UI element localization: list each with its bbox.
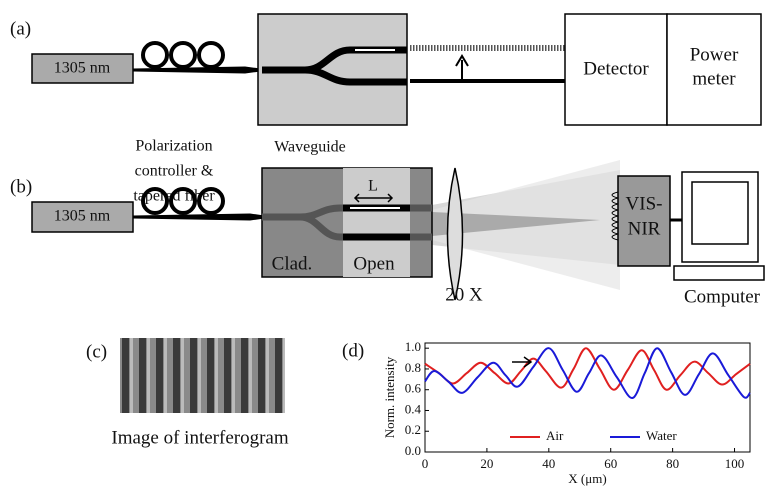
panel-label: (a) [10,18,31,39]
switch-arrow [456,56,468,80]
detector-label: Detector [583,58,649,79]
panel-label: (c) [86,341,107,362]
panel-label: (d) [342,340,364,361]
y-tick-label: 0.0 [405,443,421,458]
panel-label: (b) [10,176,32,197]
objective-lens [448,168,463,300]
fiber [133,68,260,72]
fiber-loops [143,43,223,67]
meter-label: meter [692,68,736,89]
computer-label: Computer [684,286,761,307]
y-tick-label: 1.0 [405,339,421,354]
clad-label: Clad. [272,253,313,274]
laser-label: 1305 nm [54,208,111,225]
y-tick-label: 0.4 [405,401,422,416]
laser-label: 1305 nm [54,60,111,77]
y-tick-label: 0.2 [405,422,421,437]
camera-label: NIR [628,218,661,239]
x-tick-label: 60 [604,456,617,471]
figure: (a) 1305 nm Polarization controller & ta… [0,0,769,488]
panel-b: (b) 1305 nm L Clad. Open 20 X VIS- NIR C… [10,160,764,307]
y-tick-label: 0.6 [405,381,422,396]
data-line [425,348,750,398]
x-tick-label: 80 [666,456,679,471]
computer-base [674,266,764,280]
screen [692,182,748,244]
open-label: Open [353,253,395,274]
x-tick-label: 0 [422,456,429,471]
meter-label: Power [690,44,739,65]
waveguide-label: Waveguide [274,139,346,156]
controller-label: Polarization [135,138,212,155]
annotation-arrow [512,357,531,367]
legend-label: Water [646,428,677,443]
x-tick-label: 40 [542,456,555,471]
x-tick-label: 100 [725,456,745,471]
objective-label: 20 X [445,284,483,305]
legend-label: Air [546,428,564,443]
panel-d: (d) 0.0 0.2 0.4 0.6 0.8 1.0 0 20 40 60 80 100 X (μm)… [342,339,750,486]
x-tick-label: 20 [480,456,493,471]
y-tick-label: 0.8 [405,360,421,375]
y-axis-label: Norm. intensity [382,356,397,438]
length-label: L [368,178,378,195]
plot-frame [425,343,750,452]
camera-label: VIS- [626,193,663,214]
panel-c: (c) Image of interferogram [86,338,289,448]
x-axis-label: X (μm) [568,471,606,486]
caption: Image of interferogram [111,427,288,448]
interferogram-image [120,338,285,413]
fiber [133,215,264,219]
controller-label: controller & [135,163,214,180]
